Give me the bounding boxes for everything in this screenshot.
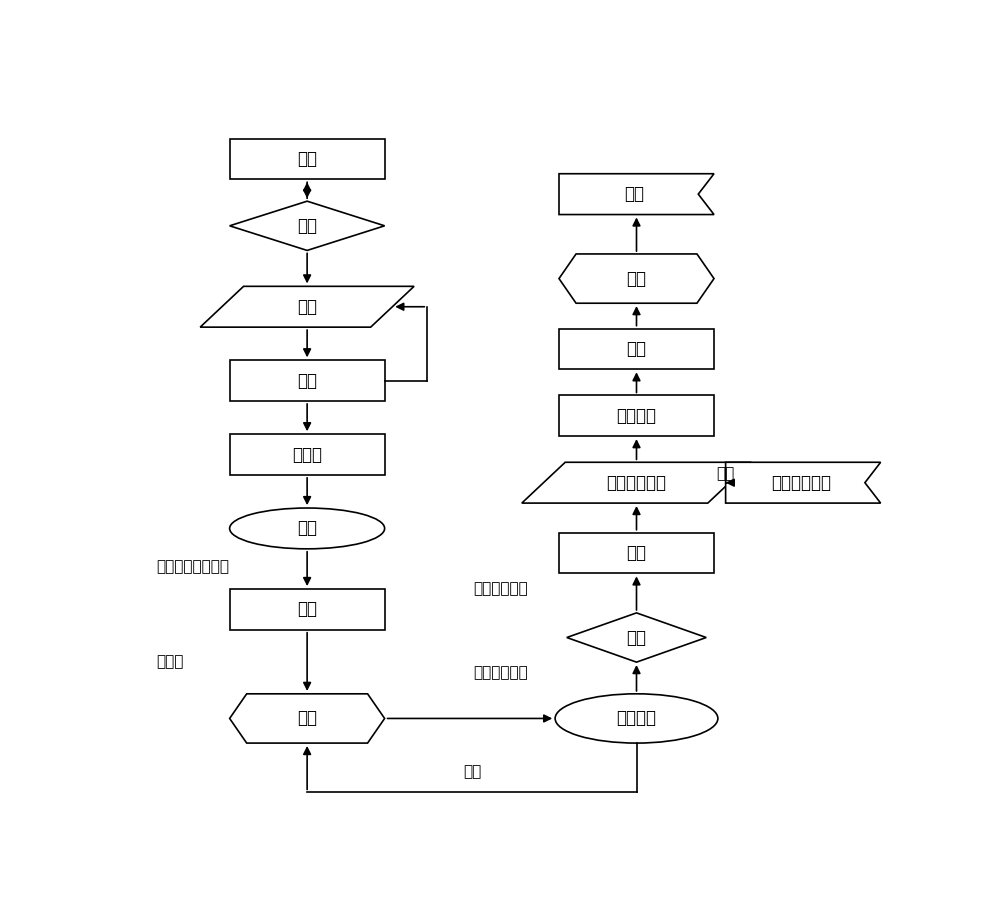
Polygon shape <box>200 286 414 327</box>
Bar <box>230 139 385 179</box>
Polygon shape <box>230 694 385 743</box>
Text: 海带粉: 海带粉 <box>292 445 322 463</box>
Text: 酶解: 酶解 <box>297 600 317 619</box>
Bar <box>559 328 714 369</box>
Text: 过氧化氢溶液: 过氧化氢溶液 <box>474 665 528 680</box>
Text: 离心过滤: 离心过滤 <box>616 709 656 728</box>
Text: 消化: 消化 <box>297 709 317 728</box>
Bar <box>230 589 385 630</box>
Bar <box>230 360 385 401</box>
Ellipse shape <box>555 694 718 743</box>
Text: 挑拣: 挑拣 <box>297 217 317 235</box>
Polygon shape <box>559 174 714 215</box>
Text: 海带: 海带 <box>297 150 317 168</box>
Text: 粉碎: 粉碎 <box>626 340 646 358</box>
Bar <box>559 396 714 436</box>
Text: 碳酸钠: 碳酸钠 <box>156 654 183 670</box>
Text: 酒精脱水: 酒精脱水 <box>616 407 656 425</box>
Text: 粉碎: 粉碎 <box>297 298 317 315</box>
Polygon shape <box>230 201 385 250</box>
Text: 生产海藻饲料: 生产海藻饲料 <box>771 473 831 492</box>
Text: 包装: 包装 <box>624 186 644 203</box>
Text: 纤维素复合酶制剂: 纤维素复合酶制剂 <box>156 559 229 575</box>
Text: 褐藻胶裂解酶: 褐藻胶裂解酶 <box>474 580 528 596</box>
Text: 烘干: 烘干 <box>626 270 646 288</box>
Text: 浸泡: 浸泡 <box>297 519 317 537</box>
Text: 高速离心精滤: 高速离心精滤 <box>606 473 666 492</box>
Ellipse shape <box>230 508 385 548</box>
Text: 漂白: 漂白 <box>626 629 646 646</box>
Bar <box>230 434 385 475</box>
Bar <box>559 533 714 573</box>
Text: 滤渣: 滤渣 <box>463 764 481 779</box>
Polygon shape <box>567 613 706 662</box>
Text: 裂解: 裂解 <box>626 544 646 562</box>
Text: 过筛: 过筛 <box>297 372 317 389</box>
Text: 滤渣: 滤渣 <box>716 466 735 481</box>
Polygon shape <box>559 254 714 303</box>
Polygon shape <box>726 462 881 503</box>
Polygon shape <box>522 462 751 503</box>
